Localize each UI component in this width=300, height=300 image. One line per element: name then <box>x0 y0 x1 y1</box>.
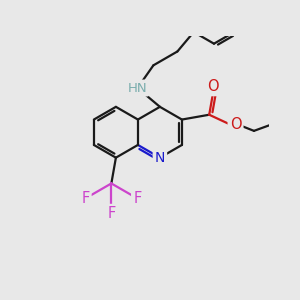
Text: F: F <box>81 191 89 206</box>
Text: HN: HN <box>128 82 147 94</box>
Text: F: F <box>133 191 142 206</box>
Text: O: O <box>230 117 242 132</box>
Text: F: F <box>107 206 116 221</box>
Text: O: O <box>207 79 219 94</box>
Text: N: N <box>155 151 165 165</box>
